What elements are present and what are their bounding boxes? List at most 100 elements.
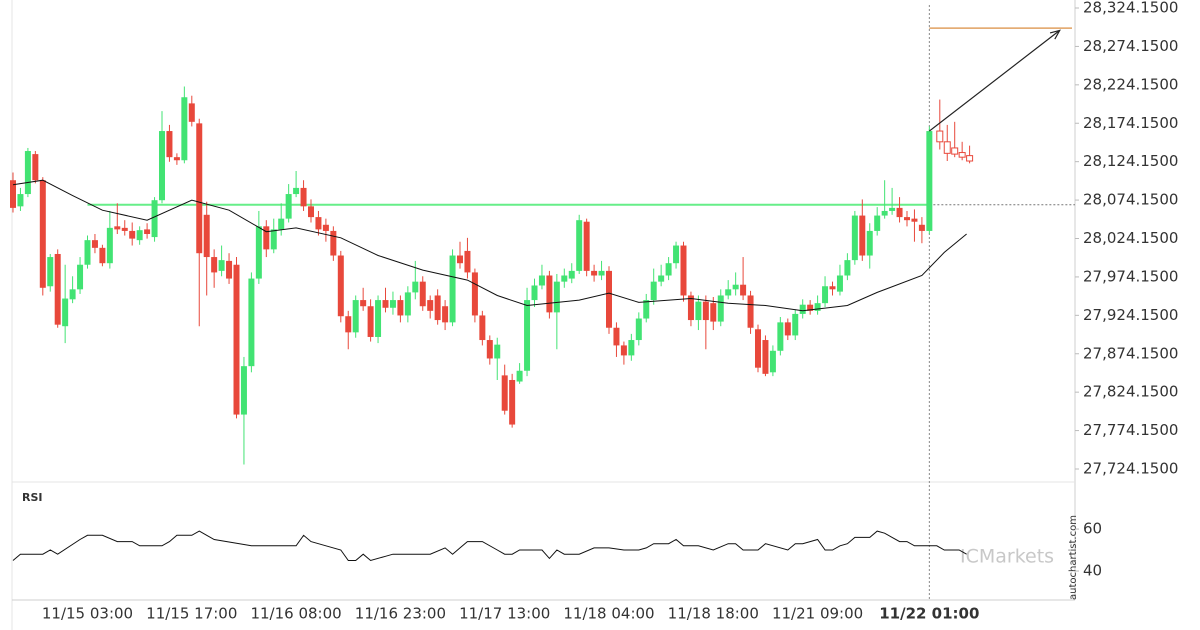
- candle-body: [807, 304, 814, 311]
- candle-body: [613, 327, 620, 346]
- candle-body: [412, 281, 419, 293]
- candle-body: [896, 207, 903, 218]
- candle-body: [583, 221, 590, 271]
- candle-body: [173, 157, 180, 161]
- candle-body: [486, 340, 493, 359]
- candle-body: [591, 270, 598, 276]
- candle-body: [777, 322, 784, 351]
- candle-body: [509, 379, 516, 425]
- rsi-tick-label: 60: [1083, 520, 1102, 538]
- candle-body: [494, 344, 501, 359]
- candle-body: [322, 224, 329, 231]
- candle-body: [255, 226, 262, 279]
- candle-body: [54, 253, 61, 325]
- candle-body: [99, 247, 106, 264]
- candle-body: [397, 300, 404, 316]
- candle-body: [471, 272, 478, 316]
- x-tick-label: 11/22 01:00: [879, 605, 979, 623]
- y-tick-label: 28,224.1500: [1083, 75, 1178, 93]
- candle-body: [598, 270, 605, 276]
- y-tick-label: 27,824.1500: [1083, 383, 1178, 401]
- candle-body: [553, 281, 560, 313]
- candle-body: [926, 131, 933, 231]
- y-tick-label: 28,074.1500: [1083, 191, 1178, 209]
- candle-body: [47, 257, 54, 287]
- candle-body: [665, 263, 672, 276]
- candle-body: [769, 350, 776, 373]
- candle-body: [337, 255, 344, 317]
- candle-body: [829, 286, 836, 290]
- rsi-label: RSI: [22, 491, 43, 504]
- rsi-line: [12, 530, 967, 562]
- x-tick-label: 11/16 23:00: [355, 605, 446, 623]
- candle-body: [69, 289, 76, 300]
- candle-body: [233, 264, 240, 415]
- candle-body: [658, 275, 665, 282]
- candle-body: [293, 187, 300, 195]
- candle-body: [747, 295, 754, 328]
- candle-body: [966, 155, 974, 162]
- candle-body: [881, 210, 888, 216]
- candle-body: [248, 278, 255, 367]
- candle-body: [687, 295, 694, 321]
- candle-body: [576, 220, 583, 271]
- y-tick-label: 27,874.1500: [1083, 344, 1178, 362]
- candle-body: [196, 123, 203, 254]
- candle-body: [121, 227, 128, 231]
- candle-body: [77, 264, 84, 290]
- candle-body: [673, 245, 680, 264]
- candle-body: [211, 257, 218, 273]
- candle-body: [958, 152, 966, 158]
- watermark: autochartist.com: [1068, 515, 1079, 600]
- candle-body: [866, 230, 873, 256]
- candle-body: [859, 215, 866, 256]
- candle-body: [226, 260, 233, 279]
- candle-body: [889, 207, 896, 211]
- candle-body: [836, 275, 843, 292]
- candle-body: [375, 300, 382, 337]
- candle-body: [218, 260, 225, 271]
- moving-average: [12, 179, 967, 312]
- candle-body: [404, 292, 411, 316]
- candle-body: [345, 316, 352, 333]
- y-tick-label: 27,774.1500: [1083, 421, 1178, 439]
- candle-body: [717, 295, 724, 322]
- candle-body: [822, 286, 829, 304]
- candle-body: [725, 289, 732, 296]
- candle-body: [516, 370, 523, 382]
- candle-body: [951, 147, 959, 155]
- candle-body: [270, 229, 277, 250]
- x-tick-label: 11/15 03:00: [42, 605, 133, 623]
- candle-body: [106, 227, 113, 264]
- candle-body: [568, 270, 575, 279]
- candle-body: [874, 215, 881, 231]
- candle-body: [278, 218, 285, 230]
- candle-body: [427, 300, 434, 311]
- y-tick-label: 28,124.1500: [1083, 152, 1178, 170]
- y-tick-label: 28,274.1500: [1083, 37, 1178, 55]
- candle-body: [419, 281, 426, 307]
- candle-body: [91, 240, 98, 248]
- x-tick-label: 11/18 18:00: [668, 605, 759, 623]
- rsi-tick-label: 40: [1083, 562, 1102, 580]
- candle-body: [114, 226, 121, 230]
- candle-body: [851, 215, 858, 261]
- candle-body: [263, 226, 270, 250]
- candle-body: [24, 151, 31, 195]
- candle-body: [844, 260, 851, 276]
- y-tick-label: 28,174.1500: [1083, 114, 1178, 132]
- candle-body: [531, 285, 538, 301]
- candle-body: [129, 230, 136, 239]
- candle-body: [501, 375, 508, 411]
- candle-body: [240, 366, 247, 415]
- y-tick-label: 27,974.1500: [1083, 267, 1178, 285]
- candle-body: [389, 300, 396, 308]
- y-tick-label: 28,324.1500: [1083, 0, 1178, 17]
- candle-body: [911, 218, 918, 222]
- candle-body: [643, 300, 650, 319]
- candle-body: [62, 298, 69, 327]
- candle-body: [620, 345, 627, 356]
- x-tick-label: 11/15 17:00: [146, 605, 237, 623]
- candle-body: [762, 340, 769, 374]
